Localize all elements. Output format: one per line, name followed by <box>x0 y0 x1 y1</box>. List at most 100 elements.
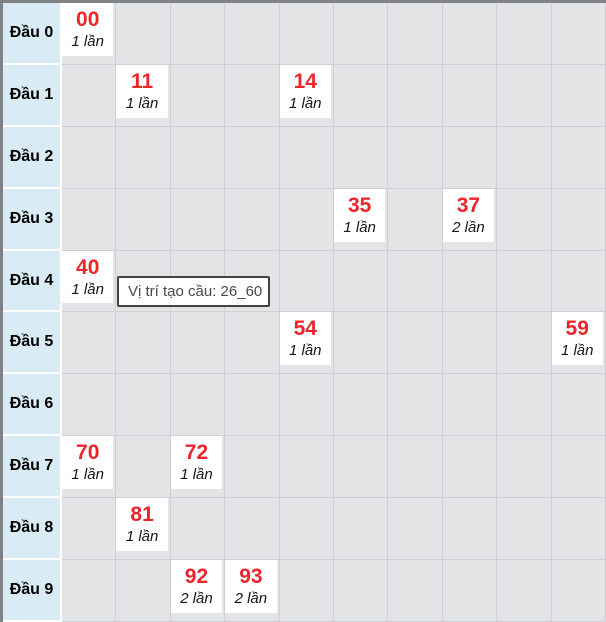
occurrence-count: 1 lần <box>288 342 322 360</box>
grid-cell-r7-c4 <box>279 436 334 499</box>
grid-cell-r6-c3 <box>225 374 280 437</box>
number-cell-70[interactable]: 70 1 lần <box>62 436 114 490</box>
grid-cell-r0-c5 <box>333 3 389 65</box>
number-value: 72 <box>184 441 209 465</box>
grid-cell-r5-c4: 54 1 lần <box>279 312 334 375</box>
grid-cell-r2-c3 <box>225 126 280 189</box>
grid-cell-r9-c4 <box>279 560 334 622</box>
grid-cell-r0-c2 <box>170 3 226 65</box>
number-value: 37 <box>456 193 481 217</box>
number-cell-00[interactable]: 00 1 lần <box>62 3 114 56</box>
grid-cell-r5-c1 <box>116 312 171 375</box>
grid-cell-r3-c4 <box>279 188 334 251</box>
grid-cell-r3-c2 <box>170 188 226 251</box>
grid-cell-r9-c6 <box>388 560 443 622</box>
lottery-grid: Đầu 0 00 1 lần Đầu 1 11 1 lần 14 1 lần Đầu 2 Đầu … <box>3 3 606 622</box>
grid-cell-r9-c3: 93 2 lần <box>225 560 280 622</box>
number-cell-11[interactable]: 11 1 lần <box>116 64 168 118</box>
number-value: 54 <box>293 317 317 341</box>
number-value: 14 <box>293 69 317 93</box>
row-label-dau-5: Đầu 5 <box>3 312 62 375</box>
grid-cell-r3-c7: 37 2 lần <box>442 188 498 251</box>
number-value: 92 <box>184 564 209 588</box>
grid-cell-r7-c1 <box>116 436 171 499</box>
grid-cell-r7-c8 <box>497 436 552 499</box>
grid-cell-r1-c1: 11 1 lần <box>116 64 171 127</box>
grid-cell-r8-c6 <box>388 498 443 561</box>
number-cell-40[interactable]: 40 1 lần <box>62 250 114 304</box>
occurrence-count: 1 lần <box>125 528 159 546</box>
grid-cell-r5-c3 <box>225 312 280 375</box>
grid-cell-r0-c7 <box>442 3 498 65</box>
row-label-dau-9: Đầu 9 <box>3 560 62 622</box>
occurrence-count: 1 lần <box>343 218 376 236</box>
grid-cell-r3-c3 <box>225 188 280 251</box>
occurrence-count: 1 lần <box>180 466 213 484</box>
number-cell-93[interactable]: 93 2 lần <box>225 560 277 613</box>
grid-cell-r2-c9 <box>551 126 606 189</box>
grid-cell-r1-c4: 14 1 lần <box>279 64 334 127</box>
grid-cell-r1-c5 <box>333 64 389 127</box>
grid-cell-r6-c5 <box>333 374 389 437</box>
grid-cell-r4-c5 <box>333 250 389 313</box>
number-cell-35[interactable]: 35 1 lần <box>333 188 386 242</box>
number-value: 00 <box>76 7 100 31</box>
grid-cell-r5-c9: 59 1 lần <box>551 312 606 375</box>
occurrence-count: 2 lần <box>234 589 268 607</box>
occurrence-count: 1 lần <box>71 466 104 484</box>
grid-cell-r4-c6 <box>388 250 443 313</box>
number-value: 93 <box>239 564 263 588</box>
grid-cell-r6-c7 <box>442 374 498 437</box>
grid-cell-r9-c9 <box>551 560 606 622</box>
number-cell-81[interactable]: 81 1 lần <box>116 498 168 552</box>
grid-cell-r2-c7 <box>442 126 498 189</box>
grid-cell-r0-c8 <box>497 3 552 65</box>
grid-cell-r8-c3 <box>225 498 280 561</box>
occurrence-count: 2 lần <box>180 589 213 607</box>
grid-cell-r8-c0 <box>62 498 117 561</box>
grid-cell-r6-c2 <box>170 374 226 437</box>
grid-cell-r6-c9 <box>551 374 606 437</box>
grid-cell-r3-c0 <box>62 188 117 251</box>
grid-cell-r9-c0 <box>62 560 117 622</box>
number-value: 40 <box>76 255 100 279</box>
grid-cell-r7-c9 <box>551 436 606 499</box>
number-cell-14[interactable]: 14 1 lần <box>279 64 331 118</box>
grid-cell-r4-c7 <box>442 250 498 313</box>
number-cell-37[interactable]: 37 2 lần <box>442 188 495 242</box>
grid-cell-r0-c4 <box>279 3 334 65</box>
grid-cell-r2-c8 <box>497 126 552 189</box>
grid-cell-r8-c7 <box>442 498 498 561</box>
grid-cell-r9-c8 <box>497 560 552 622</box>
grid-cell-r8-c1: 81 1 lần <box>116 498 171 561</box>
number-cell-92[interactable]: 92 2 lần <box>170 560 223 613</box>
grid-cell-r3-c1 <box>116 188 171 251</box>
grid-cell-r7-c7 <box>442 436 498 499</box>
grid-cell-r1-c3 <box>225 64 280 127</box>
grid-cell-r6-c4 <box>279 374 334 437</box>
grid-cell-r3-c6 <box>388 188 443 251</box>
row-label-dau-2: Đầu 2 <box>3 126 62 189</box>
occurrence-count: 1 lần <box>560 342 594 360</box>
grid-cell-r8-c9 <box>551 498 606 561</box>
grid-cell-r5-c2 <box>170 312 226 375</box>
grid-cell-r0-c9 <box>551 3 606 65</box>
grid-cell-r1-c9 <box>551 64 606 127</box>
grid-cell-r6-c0 <box>62 374 117 437</box>
grid-cell-r8-c2 <box>170 498 226 561</box>
grid-cell-r7-c5 <box>333 436 389 499</box>
grid-cell-r2-c5 <box>333 126 389 189</box>
grid-cell-r9-c1 <box>116 560 171 622</box>
grid-cell-r7-c6 <box>388 436 443 499</box>
grid-cell-r3-c5: 35 1 lần <box>333 188 389 251</box>
number-cell-54[interactable]: 54 1 lần <box>279 312 331 366</box>
grid-cell-r2-c0 <box>62 126 117 189</box>
grid-cell-r0-c6 <box>388 3 443 65</box>
number-cell-59[interactable]: 59 1 lần <box>551 312 603 366</box>
grid-cell-r5-c6 <box>388 312 443 375</box>
number-cell-72[interactable]: 72 1 lần <box>170 436 223 490</box>
occurrence-count: 1 lần <box>125 94 159 112</box>
grid-cell-r7-c0: 70 1 lần <box>62 436 117 499</box>
row-label-dau-1: Đầu 1 <box>3 64 62 127</box>
